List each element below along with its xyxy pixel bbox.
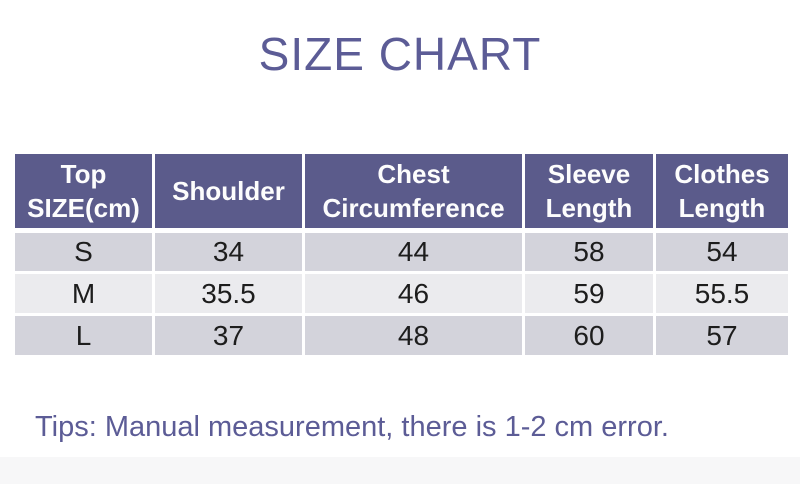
header-row: Top SIZE(cm) Shoulder Chest Circumference S… [12, 151, 791, 233]
header-cell: Sleeve Length [522, 151, 656, 233]
header-cell: Shoulder [152, 151, 305, 233]
measurement-cell: 60 [522, 313, 656, 358]
measurement-cell: 58 [522, 229, 656, 274]
page-title: SIZE CHART [258, 28, 542, 80]
table-row: M 35.5 46 59 55.5 [12, 271, 791, 316]
table-body: S 34 44 58 54 M 35.5 46 59 55.5 L 37 48 60 57 [12, 229, 791, 358]
size-label-cell: S [12, 229, 155, 274]
measurement-cell: 54 [653, 229, 791, 274]
header-cell: Clothes Length [653, 151, 791, 233]
measurement-cell: 55.5 [653, 271, 791, 316]
header-cell: Chest Circumference [302, 151, 525, 233]
size-label-cell: M [12, 271, 155, 316]
measurement-cell: 46 [302, 271, 525, 316]
measurement-cell: 35.5 [152, 271, 305, 316]
header-cell: Top SIZE(cm) [12, 151, 155, 233]
measurement-cell: 37 [152, 313, 305, 358]
table-row: S 34 44 58 54 [12, 229, 791, 274]
tips-note: Tips: Manual measurement, there is 1-2 c… [35, 411, 669, 443]
size-table: Top SIZE(cm) Shoulder Chest Circumference S… [12, 151, 791, 358]
table-row: L 37 48 60 57 [12, 313, 791, 358]
size-table-container: Top SIZE(cm) Shoulder Chest Circumference S… [12, 151, 791, 358]
footer-band [0, 457, 800, 484]
size-label-cell: L [12, 313, 155, 358]
measurement-cell: 59 [522, 271, 656, 316]
measurement-cell: 48 [302, 313, 525, 358]
measurement-cell: 44 [302, 229, 525, 274]
measurement-cell: 57 [653, 313, 791, 358]
size-chart-page: SIZE CHART Top SIZE(cm) Shoulder Chest Cir… [0, 26, 800, 484]
measurement-cell: 34 [152, 229, 305, 274]
